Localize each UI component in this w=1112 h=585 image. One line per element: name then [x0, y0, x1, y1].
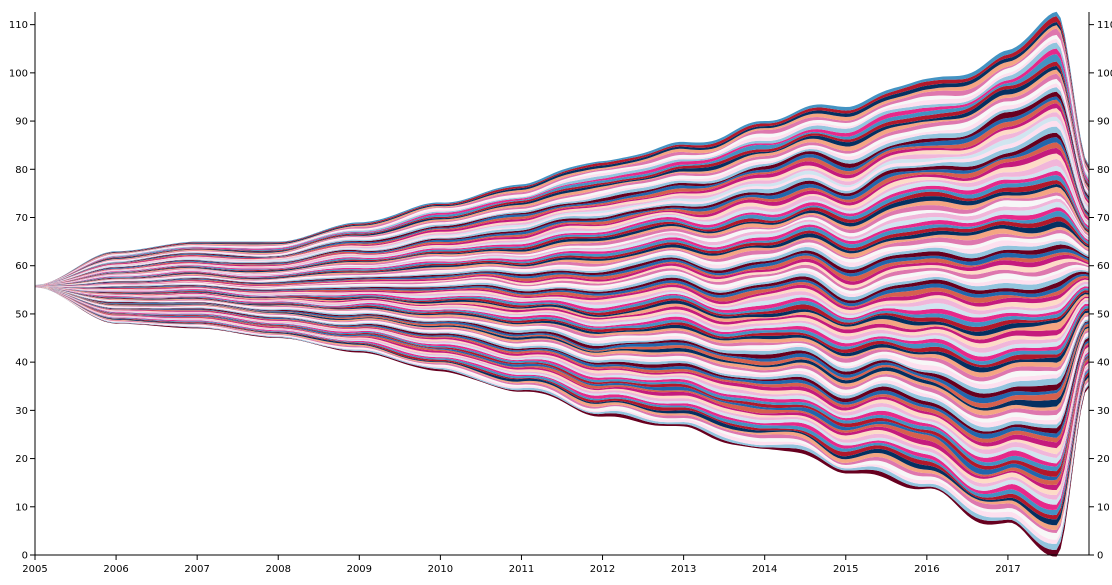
- y-tick-label-left-10: 10: [15, 502, 28, 513]
- stream-layer-55: [35, 281, 1089, 316]
- x-tick-label-2014: 2014: [752, 564, 777, 575]
- y-tick-label-left-40: 40: [15, 358, 28, 369]
- y-tick-label-right-90: 90: [1097, 117, 1110, 128]
- x-tick-label-2012: 2012: [590, 564, 615, 575]
- x-tick-label-2009: 2009: [347, 564, 372, 575]
- stream-layer-59: [35, 274, 1089, 307]
- y-tick-label-right-10: 10: [1097, 502, 1110, 513]
- stream-layer-54: [35, 284, 1089, 318]
- stream-layer-51: [35, 286, 1089, 332]
- x-axis: 2005 2006 2007 2008 2009 2010 2011 2012 2013 2014…: [22, 554, 1089, 575]
- stream-layer-67: [35, 252, 1089, 287]
- stream-layer-56: [35, 279, 1089, 314]
- y-tick-label-right-20: 20: [1097, 454, 1110, 465]
- y-tick-label-left-100: 100: [9, 68, 28, 79]
- y-tick-label-right-30: 30: [1097, 406, 1110, 417]
- y-tick-label-right-50: 50: [1097, 309, 1110, 320]
- y-tick-label-left-110: 110: [9, 20, 28, 31]
- y-tick-label-left-0: 0: [22, 551, 28, 562]
- y-axis-left: 0 10 20 30 40 50 60 70 80 90 100 110: [9, 12, 36, 562]
- y-tick-label-right-80: 80: [1097, 165, 1110, 176]
- y-tick-label-right-40: 40: [1097, 358, 1110, 369]
- stream-layer-68: [35, 248, 1089, 287]
- y-tick-label-left-20: 20: [15, 454, 28, 465]
- stream-layer-53: [35, 286, 1089, 323]
- x-tick-label-2005: 2005: [22, 564, 47, 575]
- y-tick-label-left-30: 30: [15, 406, 28, 417]
- stream-layer-66: [35, 254, 1089, 287]
- y-tick-label-left-70: 70: [15, 213, 28, 224]
- y-tick-label-left-60: 60: [15, 261, 28, 272]
- y-axis-right: 0 10 20 30 40 50 60 70 80 90 100 110: [1088, 12, 1112, 562]
- x-tick-label-2011: 2011: [509, 564, 534, 575]
- y-tick-label-left-90: 90: [15, 117, 28, 128]
- y-tick-label-right-100: 100: [1097, 68, 1112, 79]
- x-tick-label-2010: 2010: [428, 564, 453, 575]
- y-tick-label-left-50: 50: [15, 309, 28, 320]
- x-tick-label-2016: 2016: [914, 564, 939, 575]
- stream-layers: [35, 11, 1089, 557]
- y-tick-label-left-80: 80: [15, 165, 28, 176]
- x-tick-label-2015: 2015: [833, 564, 858, 575]
- x-tick-label-2008: 2008: [266, 564, 291, 575]
- x-tick-label-2017: 2017: [995, 564, 1020, 575]
- x-tick-label-2013: 2013: [671, 564, 696, 575]
- y-tick-label-right-60: 60: [1097, 261, 1110, 272]
- y-tick-label-right-70: 70: [1097, 213, 1110, 224]
- x-tick-label-2006: 2006: [103, 564, 128, 575]
- y-tick-label-right-0: 0: [1097, 551, 1103, 562]
- stream-layer-52: [35, 286, 1089, 327]
- stream-layer-74: [35, 226, 1089, 286]
- y-tick-label-right-110: 110: [1097, 20, 1112, 31]
- stream-layer-63: [35, 264, 1089, 294]
- x-tick-label-2007: 2007: [184, 564, 209, 575]
